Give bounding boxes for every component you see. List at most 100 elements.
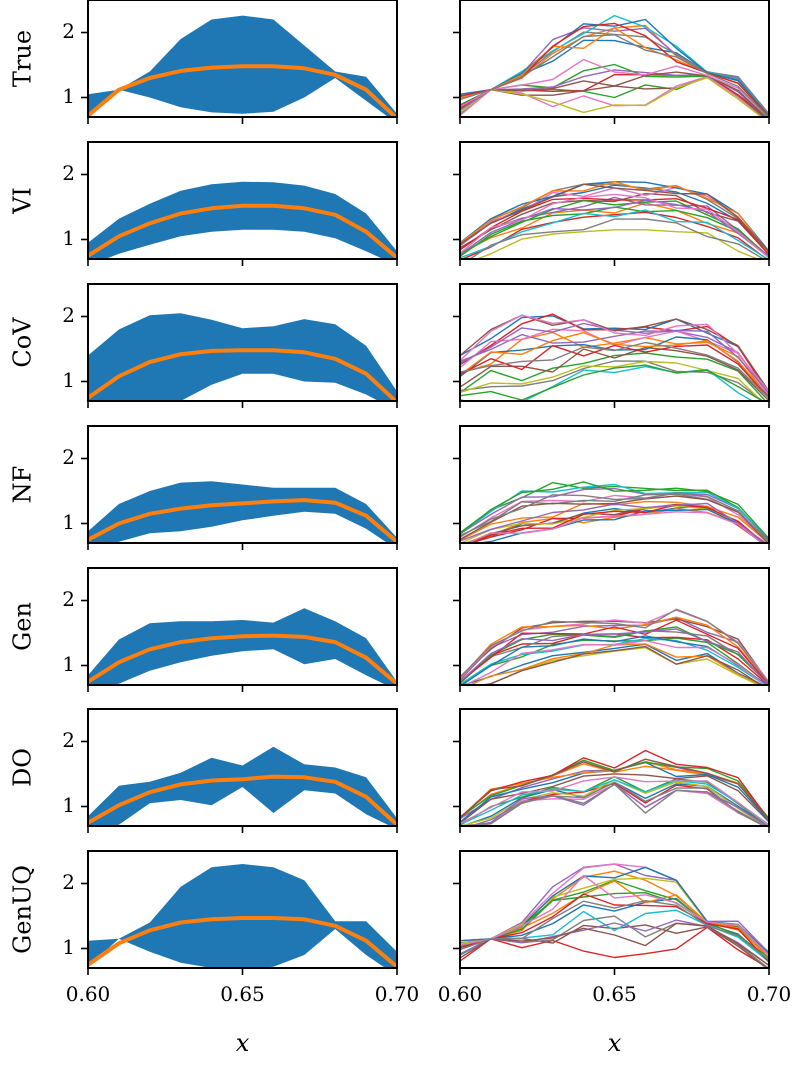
row-vi-samples-panel xyxy=(460,180,769,259)
y-tick-label: 2 xyxy=(62,445,75,469)
row-gen-sample-line xyxy=(460,616,769,684)
y-tick-label: 1 xyxy=(62,368,75,392)
row-cov-sample-line xyxy=(460,344,769,399)
row-gen-sample-line xyxy=(460,630,769,685)
x-tick-label: 0.60 xyxy=(438,982,483,1006)
row-cov-sample-line xyxy=(460,315,769,394)
row-gen-sample-line xyxy=(477,645,763,685)
row-do-band-panel xyxy=(88,746,397,826)
row-cov-sample-line xyxy=(460,332,769,399)
row-do-mean-line xyxy=(88,774,397,826)
row-gen-samples-panel xyxy=(460,608,769,685)
row-nf-sample-line xyxy=(468,504,766,543)
row-genuq-mean-line xyxy=(88,916,397,968)
row-do-sample-line xyxy=(460,779,769,826)
row-gen-sample-line xyxy=(460,626,769,685)
x-tick-label: 0.70 xyxy=(375,982,420,1006)
x-tick-label: 0.60 xyxy=(66,982,111,1006)
row-do-label: DO xyxy=(9,748,37,787)
row-true-sample-line xyxy=(460,75,763,117)
row-genuq-sample-line xyxy=(460,922,769,966)
row-gen-sample-line xyxy=(460,628,769,685)
row-vi-sample-line xyxy=(460,209,769,259)
row-cov-sample-line xyxy=(460,341,769,399)
row-genuq-sample-line xyxy=(460,879,769,959)
row-vi-label: VI xyxy=(9,187,37,215)
x-axis-label: x xyxy=(236,1029,250,1057)
y-tick-label: 2 xyxy=(62,728,75,752)
row-gen-label: Gen xyxy=(9,602,37,651)
row-nf-uncertainty-band xyxy=(88,481,397,543)
row-nf-sample-line xyxy=(460,481,769,540)
y-tick-label: 2 xyxy=(62,870,75,894)
row-gen-sample-line xyxy=(460,619,769,685)
y-tick-label: 2 xyxy=(62,161,75,185)
row-do-sample-line xyxy=(460,759,769,819)
y-tick-label: 1 xyxy=(62,510,75,534)
x-axis-label: x xyxy=(608,1029,622,1057)
panel-frame xyxy=(459,0,770,118)
row-vi-sample-line xyxy=(460,199,769,258)
row-do-uncertainty-band xyxy=(88,746,397,826)
row-true-band-panel xyxy=(88,15,397,117)
row-do-sample-line xyxy=(464,783,766,826)
row-cov-sample-line xyxy=(460,364,764,401)
row-gen-sample-line xyxy=(463,640,767,685)
row-genuq-sample-line xyxy=(460,926,769,968)
row-do-sample-line xyxy=(460,773,769,824)
y-tick-label: 2 xyxy=(62,587,75,611)
row-true-uncertainty-band xyxy=(88,15,397,117)
row-cov-band-panel xyxy=(88,313,397,401)
row-nf-label: NF xyxy=(9,466,37,504)
row-vi-mean-line xyxy=(88,203,397,259)
row-true-label: True xyxy=(9,30,37,87)
row-do-sample-line xyxy=(460,758,769,821)
row-true-mean-line xyxy=(88,64,397,117)
row-genuq-sample-line xyxy=(460,880,769,959)
x-tick-label: 0.65 xyxy=(592,982,637,1006)
y-tick-label: 1 xyxy=(62,935,75,959)
row-genuq-label: GenUQ xyxy=(9,865,37,954)
row-cov-sample-line xyxy=(460,322,769,394)
x-tick-label: 0.70 xyxy=(747,982,792,1006)
row-cov-sample-line xyxy=(460,314,769,392)
y-tick-label: 1 xyxy=(62,793,75,817)
row-nf-mean-line xyxy=(88,498,397,543)
row-vi-sample-line xyxy=(460,202,769,259)
row-vi-sample-line xyxy=(460,211,768,259)
row-cov-mean-line xyxy=(88,348,397,401)
row-true-sample-line xyxy=(460,76,763,117)
row-genuq-sample-line xyxy=(460,900,769,961)
row-vi-sample-line xyxy=(460,184,769,255)
row-genuq-samples-panel xyxy=(460,863,769,968)
row-true-sample-line xyxy=(460,31,769,115)
row-do-samples-panel xyxy=(460,749,769,826)
row-cov-sample-line xyxy=(460,365,754,401)
row-vi-uncertainty-band xyxy=(88,181,397,259)
row-nf-sample-line xyxy=(460,487,769,541)
row-true-sample-line xyxy=(460,58,769,117)
row-gen-band-panel xyxy=(88,608,397,685)
y-tick-label: 1 xyxy=(62,226,75,250)
row-nf-sample-line xyxy=(474,508,763,543)
row-genuq-band-panel xyxy=(88,864,397,968)
row-vi-sample-line xyxy=(460,192,769,256)
row-gen-sample-line xyxy=(460,608,769,684)
row-true-sample-line xyxy=(460,34,769,117)
row-cov-samples-panel xyxy=(460,313,769,401)
row-do-sample-line xyxy=(460,776,769,826)
row-gen-uncertainty-band xyxy=(88,608,397,685)
row-cov-label: CoV xyxy=(9,317,37,368)
row-cov-sample-line xyxy=(460,352,767,401)
row-vi-sample-line xyxy=(460,183,769,253)
panel-frame xyxy=(459,850,770,969)
row-gen-sample-line xyxy=(460,616,769,684)
row-vi-sample-line xyxy=(460,193,769,259)
row-gen-mean-line xyxy=(88,633,397,685)
row-nf-band-panel xyxy=(88,481,397,543)
row-do-sample-line xyxy=(460,749,769,821)
y-tick-label: 2 xyxy=(62,19,75,43)
row-true-sample-line xyxy=(460,71,767,117)
row-genuq-sample-line xyxy=(460,874,769,956)
